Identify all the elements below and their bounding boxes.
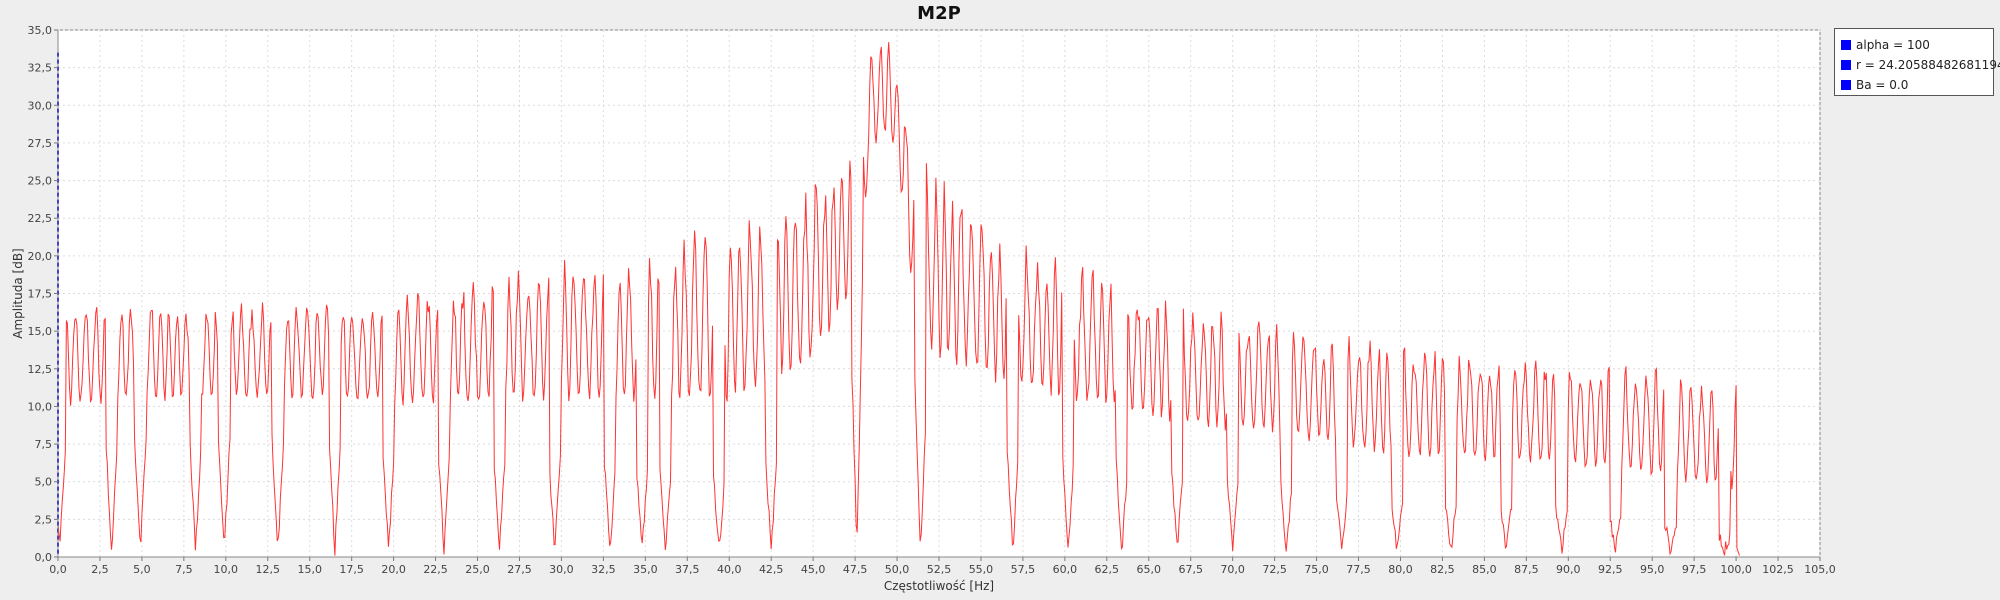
x-tick-label: 17,5: [339, 563, 364, 576]
y-tick-label: 22,5: [28, 212, 53, 225]
x-tick-label: 40,0: [717, 563, 742, 576]
x-tick-label: 32,5: [591, 563, 616, 576]
x-tick-label: 95,0: [1640, 563, 1665, 576]
y-tick-label: 17,5: [28, 288, 53, 301]
x-tick-label: 80,0: [1388, 563, 1413, 576]
x-tick-label: 10,0: [214, 563, 239, 576]
x-tick-label: 57,5: [1011, 563, 1036, 576]
x-tick-label: 77,5: [1346, 563, 1371, 576]
y-tick-label: 20,0: [28, 250, 53, 263]
x-tick-label: 27,5: [507, 563, 532, 576]
x-tick-label: 62,5: [1095, 563, 1120, 576]
y-tick-label: 30,0: [28, 99, 53, 112]
x-tick-label: 50,0: [885, 563, 910, 576]
legend-item-ba: Ba = 0.0: [1841, 75, 1993, 95]
y-tick-label: 2,5: [35, 513, 53, 526]
x-tick-label: 42,5: [759, 563, 784, 576]
x-tick-label: 15,0: [297, 563, 322, 576]
x-tick-label: 22,5: [423, 563, 448, 576]
x-tick-label: 87,5: [1514, 563, 1539, 576]
x-tick-label: 35,0: [633, 563, 658, 576]
x-tick-label: 85,0: [1472, 563, 1497, 576]
y-tick-label: 10,0: [28, 400, 53, 413]
x-tick-label: 0,0: [49, 563, 67, 576]
y-axis-label: Amplituda [dB]: [11, 248, 25, 339]
x-tick-label: 45,0: [801, 563, 826, 576]
x-tick-label: 92,5: [1598, 563, 1623, 576]
series-line-alpha: [57, 42, 1740, 556]
x-tick-label: 20,0: [381, 563, 406, 576]
x-tick-label: 97,5: [1682, 563, 1707, 576]
x-tick-label: 82,5: [1430, 563, 1455, 576]
chart-title: M2P: [917, 3, 961, 24]
x-tick-label: 90,0: [1556, 563, 1581, 576]
x-tick-label: 67,5: [1178, 563, 1203, 576]
x-tick-label: 52,5: [927, 563, 952, 576]
y-tick-label: 35,0: [28, 24, 53, 37]
x-axis-label: Częstotliwość [Hz]: [884, 579, 994, 593]
legend-swatch-ba: [1841, 80, 1851, 90]
y-tick-label: 32,5: [28, 62, 53, 75]
legend-swatch-alpha: [1841, 40, 1851, 50]
y-tick-label: 7,5: [35, 438, 53, 451]
x-tick-label: 47,5: [843, 563, 868, 576]
legend: alpha = 100 r = 24.20588482681194 Ba = 0…: [1834, 28, 2000, 96]
y-tick-label: 15,0: [28, 325, 53, 338]
y-tick-label: 25,0: [28, 175, 53, 188]
legend-label-ba: Ba = 0.0: [1856, 78, 1909, 92]
legend-label-alpha: alpha = 100: [1856, 38, 1930, 52]
x-tick-label: 2,5: [91, 563, 109, 576]
x-tick-label: 100,0: [1720, 563, 1752, 576]
x-tick-label: 7,5: [175, 563, 193, 576]
y-tick-label: 5,0: [35, 476, 53, 489]
x-tick-label: 75,0: [1304, 563, 1329, 576]
legend-item-alpha: alpha = 100: [1841, 35, 1993, 55]
x-tick-label: 5,0: [133, 563, 151, 576]
x-tick-label: 12,5: [256, 563, 281, 576]
legend-item-r: r = 24.20588482681194: [1841, 55, 2000, 75]
x-tick-label: 37,5: [675, 563, 700, 576]
y-tick-label: 27,5: [28, 137, 53, 150]
x-tick-label: 25,0: [465, 563, 490, 576]
x-tick-label: 105,0: [1804, 563, 1836, 576]
y-axis: 0,0 2,5 5,0 7,5 10,0 12,5 15,0 17,5 20,0 22,5 25,0…: [28, 24, 59, 564]
x-tick-label: 65,0: [1137, 563, 1162, 576]
x-tick-label: 55,0: [969, 563, 994, 576]
y-tick-label: 12,5: [28, 363, 53, 376]
x-tick-label: 30,0: [549, 563, 574, 576]
x-tick-label: 102,5: [1762, 563, 1794, 576]
x-tick-label: 60,0: [1053, 563, 1078, 576]
legend-swatch-r: [1841, 60, 1851, 70]
x-tick-label: 72,5: [1262, 563, 1287, 576]
x-axis: 0,0 2,5 5,0 7,5 10,0 12,5 15,0 17,5 20,0 22,5 25,0…: [49, 556, 1836, 576]
y-tick-label: 0,0: [35, 551, 53, 564]
x-tick-label: 70,0: [1220, 563, 1245, 576]
legend-label-r: r = 24.20588482681194: [1856, 58, 2000, 72]
